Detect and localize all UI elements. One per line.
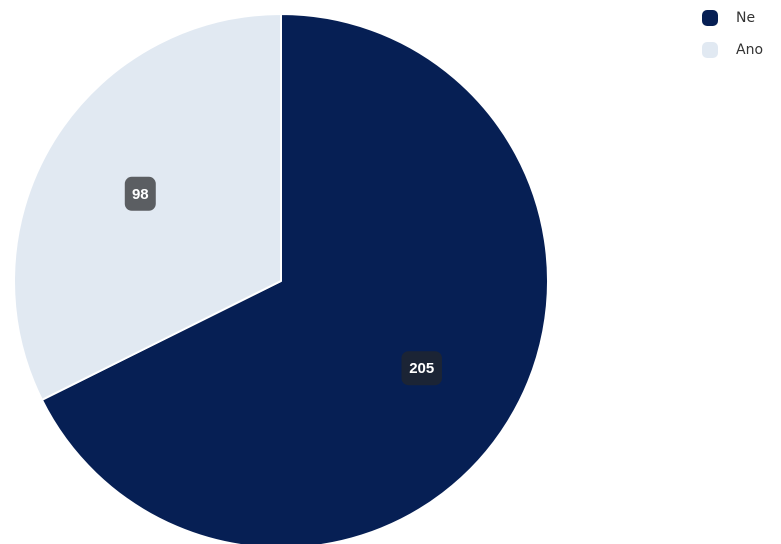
data-label-text-ano: 98: [132, 186, 149, 203]
data-label-box-ano: [124, 176, 156, 211]
legend-label-ano: Ano: [736, 42, 764, 58]
legend-swatch-ano: [702, 42, 718, 58]
data-label-ano: 98: [124, 176, 156, 211]
legend-label-ne: Ne: [736, 10, 756, 26]
data-label-box-ne: [401, 351, 442, 386]
pie-slice-ne[interactable]: [40, 13, 549, 544]
legend: Ne Ano: [702, 5, 763, 69]
data-label-ne: 205: [401, 351, 442, 386]
legend-item-ano[interactable]: Ano: [702, 37, 763, 63]
legend-swatch-ne: [702, 10, 718, 26]
legend-item-ne[interactable]: Ne: [702, 5, 763, 31]
data-label-text-ne: 205: [409, 360, 434, 377]
